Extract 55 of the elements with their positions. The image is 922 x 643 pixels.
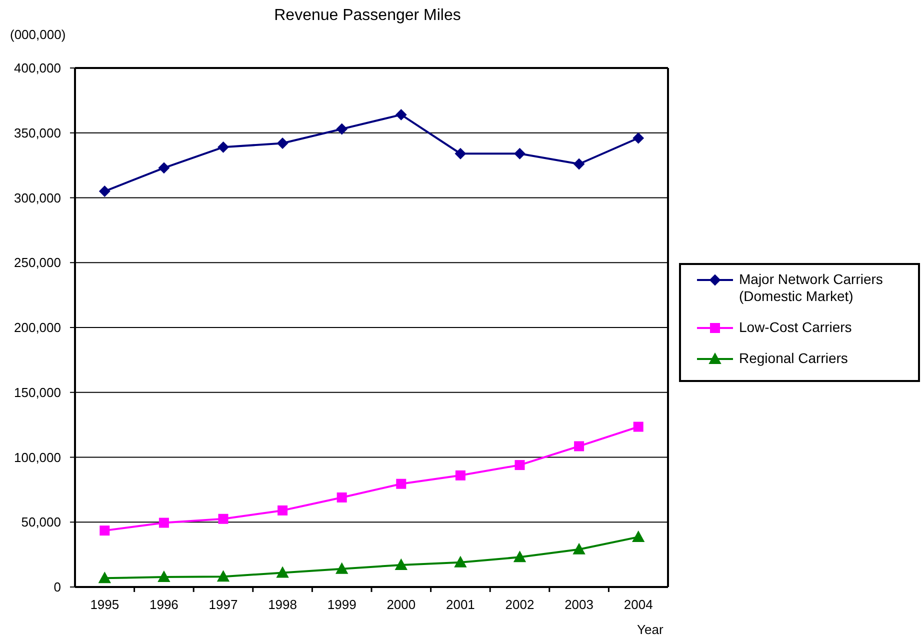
point [632,132,644,144]
point [218,514,228,524]
point [218,142,229,153]
point [99,186,110,197]
point [158,162,170,174]
point [574,441,584,452]
y-tick-label: 400,000 [14,60,61,76]
point [574,158,585,170]
x-tick-label: 2001 [446,597,475,612]
y-tick-label: 150,000 [14,384,61,400]
y-tick-label: 250,000 [14,255,61,270]
x-tick-label: 2004 [624,597,653,612]
point [632,531,644,542]
y-tick-label: 300,000 [14,190,61,206]
y-axis-title: (000,000) [10,27,66,42]
x-tick-label: 2003 [564,597,594,612]
x-tick-label: 1998 [268,597,298,612]
point [455,470,466,480]
x-tick-label: 1996 [149,597,178,612]
chart-title: Revenue Passenger Miles [273,7,462,25]
point [454,556,466,568]
point [278,505,288,516]
point [514,551,526,562]
x-tick-label: 2002 [505,597,534,612]
point [573,543,586,554]
point [336,492,347,502]
legend-label: Regional Carriers [739,350,849,367]
x-tick-label: 2000 [386,597,416,612]
y-tick-label: 50,000 [21,514,61,530]
point [158,518,169,528]
y-tick-label: 350,000 [14,125,61,140]
point [276,566,289,578]
point [217,570,230,582]
point [336,123,348,134]
point [158,571,170,582]
point [514,460,525,470]
point [277,138,288,149]
point [454,148,466,160]
point [98,572,111,584]
x-tick-label: 1995 [90,597,120,612]
y-tick-label: 100,000 [14,450,61,465]
y-tick-label: 0 [54,580,61,595]
point [633,422,644,432]
point [336,562,348,574]
point [514,148,526,160]
point [396,109,407,120]
point [396,478,406,489]
legend-label: Low-Cost Carriers [739,319,853,336]
legend-label: Major Network Carriers (Domestic Market) [739,271,884,305]
point [395,558,408,570]
y-tick-label: 200,000 [14,320,61,336]
x-tick-label: 1999 [327,597,356,612]
x-axis-title: Year [637,622,664,637]
x-tick-label: 1997 [208,597,238,612]
point [100,526,110,536]
